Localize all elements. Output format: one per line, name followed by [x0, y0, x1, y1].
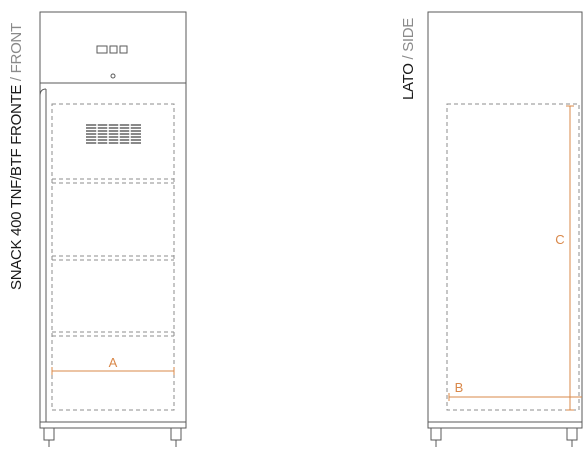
evaporator-grille — [86, 124, 141, 144]
indicator-light — [110, 73, 116, 79]
display-segment-3 — [119, 45, 128, 54]
side-foot-right — [566, 427, 578, 441]
dimension-c — [566, 105, 574, 411]
display-segment-2 — [109, 45, 118, 54]
side-foot-left — [430, 427, 442, 441]
cabinet-body — [39, 82, 187, 429]
side-cabinet-body — [427, 11, 583, 429]
control-panel — [39, 11, 187, 84]
front-view — [39, 11, 187, 447]
front-inner-compartments — [51, 103, 175, 411]
side-inner-cavity — [446, 103, 580, 411]
display-segment-1 — [96, 45, 108, 54]
dimension-a-label: A — [109, 355, 118, 370]
dimension-b-label: B — [455, 380, 464, 395]
dimension-c-label: C — [555, 232, 564, 247]
side-inner-outline — [446, 103, 580, 411]
evaporator-grille-dividers — [96, 123, 131, 145]
foot-front-right — [170, 427, 182, 441]
inner-cavity-outline — [51, 103, 175, 411]
dimension-b — [448, 393, 582, 401]
door-hinge-curve — [39, 88, 47, 97]
foot-front-left — [43, 427, 55, 441]
dimension-a — [51, 367, 175, 375]
side-view — [427, 11, 583, 447]
